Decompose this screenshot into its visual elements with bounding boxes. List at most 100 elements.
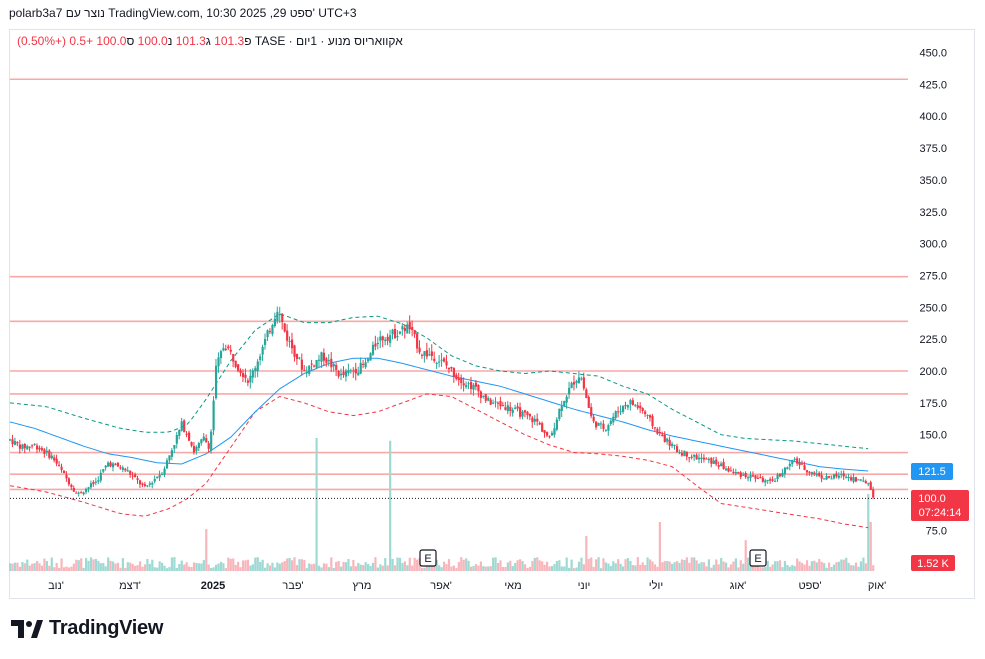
candle-body: [109, 462, 112, 467]
candle-body: [663, 434, 666, 443]
volume-bar: [393, 565, 397, 571]
candle-body: [337, 371, 340, 377]
volume-bar: [604, 562, 608, 571]
earnings-marker[interactable]: E: [419, 549, 437, 567]
volume-bar: [717, 564, 720, 571]
volume-bar: [582, 564, 585, 571]
volume-bar: [742, 563, 745, 571]
candle-body: [281, 314, 284, 322]
volume-bar: [408, 557, 411, 571]
candle-body: [465, 384, 468, 388]
candle-body: [384, 339, 387, 342]
volume-bar: [308, 563, 311, 571]
volume-bar: [38, 563, 41, 571]
time-tick-label: אוק': [868, 580, 886, 592]
volume-bar: [800, 562, 804, 571]
volume-bar: [310, 564, 313, 571]
volume-bar: [545, 561, 549, 571]
candle-body: [462, 383, 465, 386]
volume-bar: [563, 566, 566, 571]
candle-body: [482, 395, 485, 397]
volume-bar: [369, 565, 372, 571]
candle-body: [504, 407, 507, 410]
candle-body: [680, 452, 684, 456]
time-tick-label: אוג': [730, 580, 747, 592]
candle-body: [433, 358, 436, 362]
volume-bar: [53, 567, 56, 571]
legend-symbol[interactable]: אקוואריוס מנוע · 1יום · TASE: [254, 34, 403, 48]
volume-bar: [389, 440, 392, 571]
volume-bar: [798, 561, 801, 571]
volume-bar: [636, 557, 639, 571]
price-tick-label: 150.0: [919, 430, 947, 442]
volume-bar: [55, 562, 58, 571]
volume-bar: [793, 566, 796, 571]
volume-bar: [288, 558, 291, 571]
candle-body: [185, 433, 188, 435]
candle-body: [783, 467, 787, 474]
candle-body: [631, 400, 635, 405]
candle-body: [357, 372, 360, 376]
candle-body: [550, 432, 554, 436]
volume-bar: [23, 563, 26, 571]
candle-body: [612, 416, 615, 423]
time-tick-label: אפר': [430, 580, 452, 592]
candle-body: [347, 370, 350, 373]
volume-bar: [440, 567, 443, 571]
candle-body: [435, 362, 438, 364]
candle-body: [484, 394, 487, 401]
candle-body: [648, 415, 652, 418]
candle-body: [224, 348, 227, 350]
candle-body: [683, 450, 686, 457]
volume-bar: [26, 559, 29, 571]
earnings-marker[interactable]: E: [749, 549, 767, 567]
volume-bar: [102, 562, 105, 571]
candle-body: [675, 446, 679, 452]
volume-bar: [452, 565, 456, 571]
candle-body: [756, 477, 760, 479]
volume-bar: [685, 557, 688, 571]
volume-bar: [317, 565, 321, 571]
candle-body: [710, 457, 713, 464]
candle-body: [690, 456, 693, 458]
candle-body: [352, 370, 355, 372]
candle-body: [617, 411, 620, 413]
volume-bar: [850, 565, 853, 571]
volume-bar: [568, 567, 571, 571]
candle-body: [830, 478, 833, 480]
volume-bar: [852, 565, 855, 571]
volume-bar: [622, 566, 625, 571]
volume-bar: [754, 564, 757, 571]
candle-body: [170, 450, 174, 457]
volume-bar: [641, 562, 644, 571]
volume-bar: [89, 557, 93, 571]
candle-body: [744, 473, 747, 477]
volume-bar: [384, 558, 387, 571]
volume-bar: [391, 558, 394, 571]
sma-badge: 121.5: [911, 463, 953, 480]
tradingview-logo[interactable]: TradingView: [11, 617, 163, 640]
candle-body: [45, 450, 48, 453]
volume-bar: [516, 560, 519, 571]
volume-bar: [680, 559, 684, 571]
candle-body: [717, 465, 720, 467]
candle-body: [87, 487, 90, 489]
candle-body: [796, 458, 799, 464]
volume-bar: [224, 568, 227, 571]
volume-bar: [835, 562, 838, 571]
candle-body: [832, 474, 836, 479]
time-tick-label: דצמ': [119, 580, 141, 592]
volume-bar: [609, 566, 612, 571]
volume-bar: [467, 560, 470, 571]
candle-body: [85, 488, 88, 493]
time-axis[interactable]: נוב' דצמ' 2025 פבר' מרץ אפר' מאי יוני יולי אוג' ספ…: [48, 579, 886, 592]
volume-bar: [805, 560, 809, 571]
candle-body: [379, 336, 382, 341]
legend-low: 100.0: [137, 34, 168, 48]
candle-body: [13, 441, 17, 445]
candle-body: [381, 336, 384, 341]
candle-body: [151, 482, 154, 485]
volume-bar: [504, 566, 507, 571]
candle-body: [53, 457, 56, 461]
